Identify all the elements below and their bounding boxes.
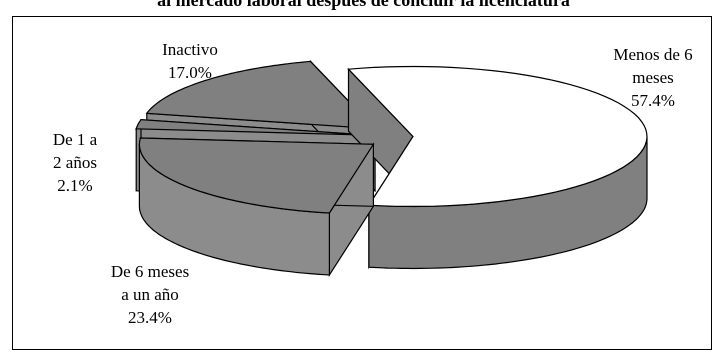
slice-label-line: De 1 a (52, 130, 98, 149)
slice-label-line: meses (632, 68, 674, 87)
chart-frame (12, 16, 712, 350)
slice-top (138, 137, 375, 214)
slice-label-line: Inactivo (162, 40, 218, 59)
pie-chart (134, 59, 648, 278)
slice-label-line: 2 años (53, 153, 97, 172)
slice-value: 57.4% (631, 91, 675, 110)
slice-value: 17.0% (168, 63, 212, 82)
slice-label-1-a-2-anos: De 1 a 2 años 2.1% (40, 128, 110, 197)
slice-label-menos-6-meses: Menos de 6 meses 57.4% (598, 43, 708, 112)
slice-top (134, 119, 370, 136)
chart-title: al mercado laboral después de concluir l… (157, 0, 570, 10)
slice-label-inactivo: Inactivo 17.0% (140, 38, 240, 84)
pie-slice-de-6-meses-a-un-ano (138, 137, 375, 278)
slice-label-line: Menos de 6 (613, 45, 693, 64)
slice-label-line: De 6 meses (110, 262, 190, 281)
slice-top (145, 60, 377, 130)
slice-label-6-meses-a-un-ano: De 6 meses a un año 23.4% (95, 260, 205, 329)
slice-value: 2.1% (57, 176, 93, 195)
slice-top (347, 65, 648, 207)
pie-slice-menos-de-6-meses (347, 65, 648, 270)
slice-value: 23.4% (128, 308, 172, 327)
slice-label-line: a un año (121, 285, 179, 304)
